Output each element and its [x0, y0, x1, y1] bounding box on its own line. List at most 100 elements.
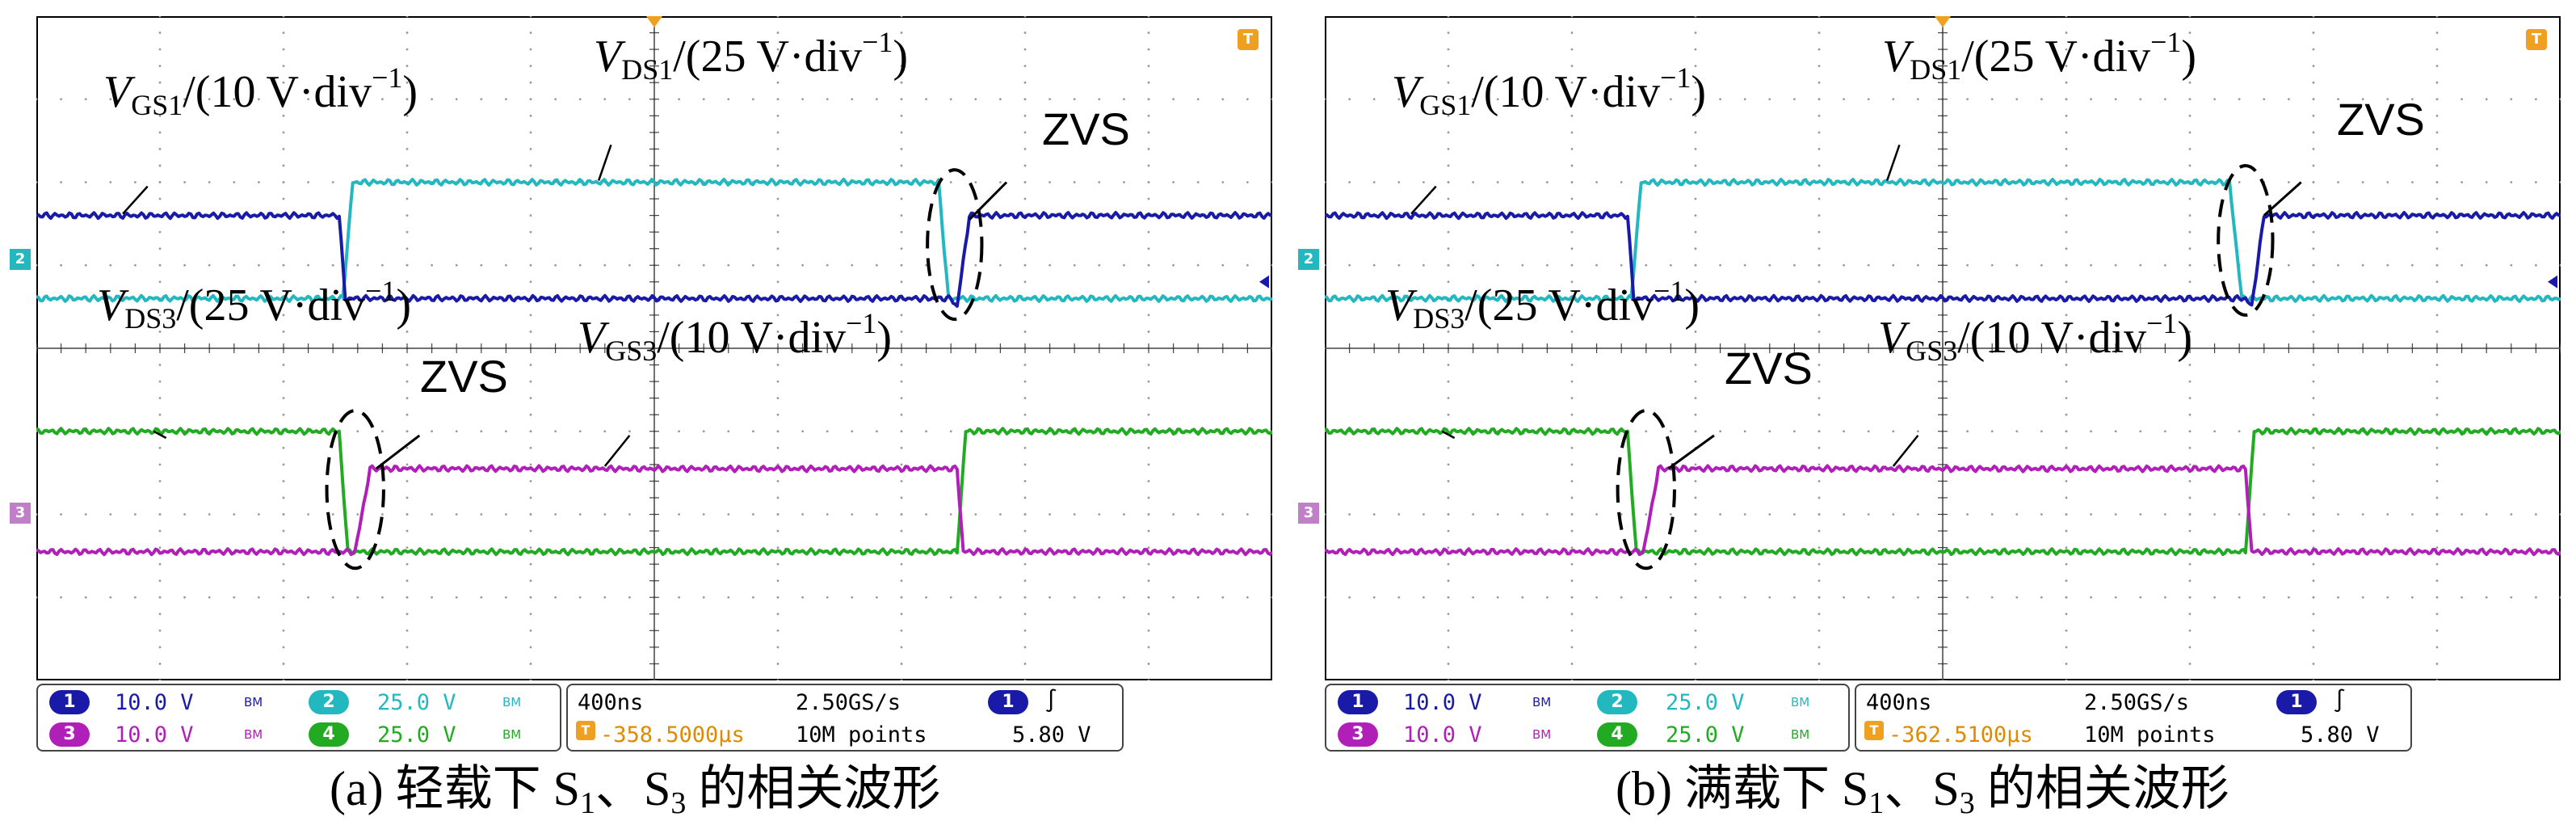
timebase-value: 400ns: [1866, 690, 1932, 715]
trigger-position-icon: T: [576, 721, 595, 740]
label-vds3: VDS3/(25 V·div−1): [1385, 275, 1700, 335]
ch2-ground-marker: 2: [1298, 249, 1319, 270]
caption-b: (b) 满载下 S1、S3 的相关波形: [1616, 762, 2229, 820]
label-vgs3: VGS3/(10 V·div−1): [578, 307, 893, 367]
timebase-box: 400ns T -362.5100μs 2.50GS/s 10M points …: [1855, 684, 2412, 752]
ch2-badge: 2: [309, 690, 349, 714]
caption-a: (a) 轻载下 S1、S3 的相关波形: [330, 762, 941, 820]
zvs-leader-2: [1667, 434, 1715, 470]
trace-v-ds3: [1325, 427, 2561, 557]
label-leader-2: [1885, 144, 1901, 181]
ch3-ground-marker: 3: [10, 503, 31, 524]
scope-info-bar-a: 1 10.0 V BM 2 25.0 V BM 3 10.0 V BM 4 25…: [36, 684, 1272, 753]
panel-b: 2 3 T VGS1/(10 V·div−1) VDS1/(25 V·div−1…: [1288, 0, 2561, 838]
trigger-position-marker: [646, 16, 662, 27]
trace-v-ds1: [1325, 178, 2561, 303]
ch1-badge: 1: [49, 690, 90, 714]
timebase-box: 400ns T -358.5000μs 2.50GS/s 10M points …: [566, 684, 1124, 752]
trigger-level: 5.80 V: [1012, 722, 1091, 747]
zvs-ellipse-2: [325, 409, 385, 571]
trigger-channel-badge: 1: [988, 690, 1028, 714]
label-vds1: VDS1/(25 V·div−1): [1882, 26, 2197, 86]
channel-settings-box: 1 10.0 V BM 2 25.0 V BM 3 10.0 V BM 4 25…: [36, 684, 561, 752]
channel-settings-box: 1 10.0 V BM 2 25.0 V BM 3 10.0 V BM 4 25…: [1325, 684, 1850, 752]
label-leader-1: [122, 185, 149, 215]
scope-screen-b: [1325, 16, 2561, 680]
trigger-marker: T: [1238, 29, 1259, 50]
ch4-bw-limit: BM: [1791, 727, 1810, 742]
scope-info-bar-b: 1 10.0 V BM 2 25.0 V BM 3 10.0 V BM 4 25…: [1325, 684, 2561, 753]
trigger-channel-badge: 1: [2276, 690, 2317, 714]
ch2-scale: 25.0 V: [377, 690, 456, 715]
trigger-level-marker: [2548, 275, 2557, 288]
ch1-badge: 1: [1338, 690, 1378, 714]
label-leader-3: [1441, 430, 1456, 440]
trace-v-gs1: [1325, 211, 2561, 307]
ch1-scale: 10.0 V: [115, 690, 194, 715]
timebase-value: 400ns: [578, 690, 644, 715]
ch4-scale: 25.0 V: [1666, 722, 1745, 747]
trace-v-gs3: [1325, 464, 2561, 557]
annotation-zvs-2: ZVS: [1725, 343, 1813, 394]
annotation-zvs-2: ZVS: [420, 351, 508, 402]
ch3-bw-limit: BM: [244, 727, 263, 742]
ch4-scale: 25.0 V: [377, 722, 456, 747]
waveform-plot-b: [1325, 16, 2561, 680]
label-leader-4: [603, 435, 631, 467]
ch2-ground-marker: 2: [10, 249, 31, 270]
trigger-slope-icon: ∫: [2333, 689, 2347, 714]
ch4-badge: 4: [309, 722, 349, 747]
trace-v-gs1: [36, 211, 1272, 308]
label-leader-1: [1410, 185, 1437, 215]
ch3-scale: 10.0 V: [1403, 722, 1482, 747]
label-vgs1: VGS1/(10 V·div−1): [103, 61, 418, 121]
trigger-position-marker: [1935, 16, 1951, 27]
zvs-leader-1: [969, 181, 1008, 221]
waveform-plot-a: [36, 16, 1272, 680]
trigger-marker: T: [2526, 29, 2547, 50]
label-vds3: VDS3/(25 V·div−1): [97, 275, 412, 335]
sample-rate: 2.50GS/s: [796, 690, 901, 715]
trace-v-ds3: [36, 427, 1272, 557]
label-leader-2: [597, 144, 612, 181]
ch2-bw-limit: BM: [502, 695, 522, 710]
trigger-level-marker: [1259, 275, 1269, 288]
panel-a: 2 3 T VGS1/(10 V·div−1) VDS1/(25 V·div−1…: [0, 0, 1272, 838]
trace-v-ds1: [36, 177, 1272, 303]
trigger-level: 5.80 V: [2301, 722, 2380, 747]
zvs-ellipse-1: [2217, 163, 2275, 317]
ch3-ground-marker: 3: [1298, 503, 1319, 524]
label-leader-3: [153, 430, 167, 440]
zvs-leader-2: [375, 434, 421, 470]
label-vgs1: VGS1/(10 V·div−1): [1392, 61, 1707, 121]
ch3-scale: 10.0 V: [115, 722, 194, 747]
ch4-bw-limit: BM: [502, 727, 522, 742]
trigger-position-value: -358.5000μs: [600, 722, 745, 747]
ch3-badge: 3: [49, 722, 90, 747]
zvs-ellipse-2: [1616, 409, 1676, 571]
ch1-bw-limit: BM: [1532, 695, 1552, 710]
annotation-zvs-1: ZVS: [2337, 94, 2425, 145]
sample-rate: 2.50GS/s: [2084, 690, 2190, 715]
record-length: 10M points: [2084, 722, 2216, 747]
trigger-slope-icon: ∫: [1044, 689, 1058, 714]
label-leader-4: [1892, 435, 1919, 467]
trace-v-gs3: [36, 464, 1272, 557]
annotation-zvs-1: ZVS: [1042, 103, 1130, 154]
ch2-scale: 25.0 V: [1666, 690, 1745, 715]
scope-screen-a: [36, 16, 1272, 680]
zvs-ellipse-1: [926, 168, 984, 322]
ch1-bw-limit: BM: [244, 695, 263, 710]
trigger-position-value: -362.5100μs: [1889, 722, 2033, 747]
ch2-bw-limit: BM: [1791, 695, 1810, 710]
trigger-position-icon: T: [1864, 721, 1884, 740]
ch3-badge: 3: [1338, 722, 1378, 747]
ch3-bw-limit: BM: [1532, 727, 1552, 742]
ch1-scale: 10.0 V: [1403, 690, 1482, 715]
label-vds1: VDS1/(25 V·div−1): [594, 26, 909, 86]
label-vgs3: VGS3/(10 V·div−1): [1878, 307, 2193, 367]
ch4-badge: 4: [1597, 722, 1637, 747]
zvs-leader-1: [2263, 181, 2302, 217]
ch2-badge: 2: [1597, 690, 1637, 714]
record-length: 10M points: [796, 722, 927, 747]
